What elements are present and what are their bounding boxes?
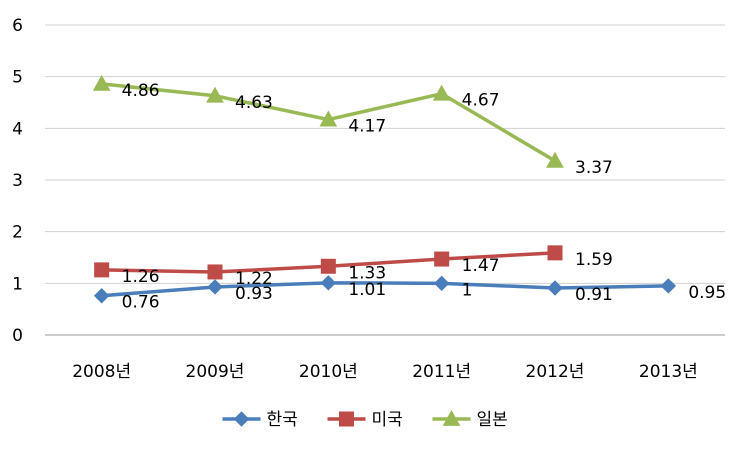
data-label: 4.63: [235, 93, 273, 113]
legend-marker: [233, 411, 250, 427]
legend-label: 한국: [267, 410, 298, 430]
data-label: 1.22: [235, 269, 273, 289]
legend-item: 미국: [327, 410, 403, 430]
x-tick-label: 2009년: [186, 362, 245, 382]
data-point: [547, 245, 563, 261]
data-label: 0.95: [688, 283, 726, 303]
y-tick-label: 2: [12, 223, 23, 243]
data-label: 0.93: [235, 284, 273, 304]
data-point: [319, 110, 338, 127]
legend: 한국 미국 일본: [222, 409, 508, 430]
data-label: 1.47: [462, 256, 500, 276]
data-label: 0.76: [122, 293, 160, 313]
legend-marker: [339, 411, 354, 427]
data-point: [94, 262, 110, 278]
data-point: [433, 275, 450, 292]
legend-item: 한국: [222, 410, 298, 430]
data-point: [320, 258, 336, 274]
data-point: [207, 279, 223, 295]
data-point: [93, 288, 110, 304]
series-line: [101, 281, 669, 298]
data-label: 1.33: [348, 263, 386, 283]
data-label: 3.37: [575, 158, 613, 178]
axes: 0 1 2 3 4 5 6 2008년 2009년 2010년 2011년 2012년 2013년: [12, 16, 725, 382]
data-point: [207, 264, 223, 280]
y-tick-label: 0: [12, 326, 23, 346]
data-label: 0.91: [575, 285, 613, 305]
data-point: [320, 275, 337, 291]
x-tick-label: 2013년: [639, 362, 698, 382]
gridlines: [45, 24, 725, 284]
series-lines: [92, 74, 677, 304]
legend-label: 미국: [372, 410, 403, 430]
data-point: [92, 74, 111, 91]
data-label: 4.67: [462, 91, 500, 111]
x-tick-label: 2008년: [72, 362, 131, 382]
data-point: [206, 86, 224, 103]
data-label: 1.01: [348, 280, 386, 300]
data-labels: 0.76 0.93 1.01 1 0.91 0.95 1.26 1.22 1.33 1.47 1.5…: [122, 81, 727, 313]
series-0: [93, 275, 677, 304]
series-1: [94, 245, 563, 280]
data-point: [660, 278, 677, 294]
data-label: 1.59: [575, 250, 613, 270]
x-tick-label: 2011년: [412, 362, 471, 382]
x-tick-label: 2010년: [299, 362, 358, 382]
y-tick-label: 3: [12, 171, 23, 191]
data-label: 4.86: [122, 81, 160, 101]
series-2: [92, 74, 564, 168]
data-point: [546, 151, 564, 168]
data-point: [432, 84, 451, 101]
legend-marker: [442, 409, 461, 426]
data-label: 1: [462, 280, 473, 300]
y-tick-label: 1: [12, 274, 23, 294]
x-tick-label: 2012년: [526, 362, 585, 382]
y-tick-label: 5: [12, 68, 23, 88]
y-tick-label: 4: [12, 119, 23, 139]
data-label: 4.17: [348, 117, 386, 137]
y-tick-label: 6: [12, 16, 23, 36]
legend-label: 일본: [477, 410, 508, 430]
data-label: 1.26: [122, 267, 160, 287]
legend-item: 일본: [432, 409, 508, 430]
data-point: [547, 280, 563, 296]
data-point: [434, 251, 450, 267]
